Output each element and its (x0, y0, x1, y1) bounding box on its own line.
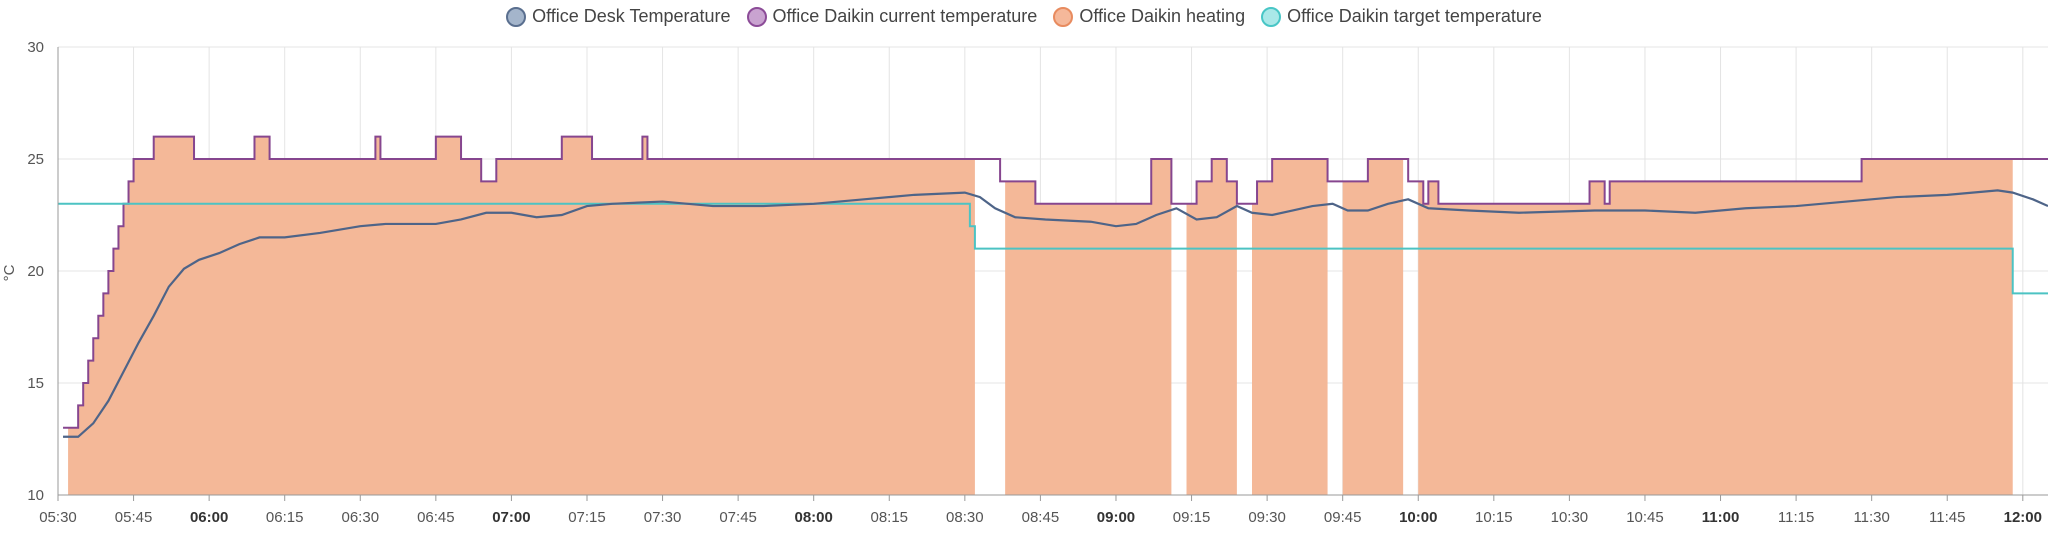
x-tick-label: 07:00 (492, 509, 530, 526)
x-tick-label: 08:30 (946, 509, 984, 526)
y-tick-label: 10 (27, 487, 44, 504)
x-tick-label: 08:15 (870, 509, 908, 526)
x-tick-label: 05:45 (115, 509, 153, 526)
legend-swatch-desk (506, 6, 527, 27)
x-axis: 05:30 05:45 06:00 06:15 06:30 06:45 07:00 07:15… (39, 494, 2048, 526)
x-tick-label: 06:30 (342, 509, 380, 526)
legend-label-heating: Office Daikin heating (1079, 6, 1246, 26)
chart-legend: Office Desk Temperature Office Daikin cu… (0, 6, 2048, 27)
x-tick-label: 11:15 (1778, 509, 1814, 526)
x-tick-label: 12:00 (2004, 509, 2042, 526)
heating-band (1005, 159, 1172, 495)
x-tick-label: 08:45 (1022, 509, 1060, 526)
heating-bands (68, 136, 2013, 495)
x-tick-label: 11:30 (1853, 509, 1889, 526)
x-tick-label: 06:45 (417, 509, 455, 526)
x-tick-label: 10:30 (1551, 509, 1589, 526)
heating-band (1418, 159, 2013, 495)
x-tick-label: 10:00 (1399, 509, 1437, 526)
series-line-office-daikin-target-temperature (58, 202, 2048, 295)
heating-band (1186, 159, 1237, 495)
x-tick-label: 06:00 (190, 509, 228, 526)
x-tick-label: 09:45 (1324, 509, 1362, 526)
legend-label-desk: Office Desk Temperature (532, 6, 731, 26)
series-line-office-daikin-current-temperature (63, 135, 2048, 429)
x-tick-label: 11:45 (1929, 509, 1965, 526)
legend-swatch-target (1261, 6, 1282, 27)
heating-band (1342, 159, 1404, 495)
y-axis: 10 15 20 25 30 (27, 39, 59, 504)
legend-swatch-heating (1053, 6, 1074, 27)
x-tick-label: 09:00 (1097, 509, 1135, 526)
x-tick-label: 09:15 (1173, 509, 1211, 526)
y-tick-label: 20 (27, 263, 44, 280)
heating-band (1252, 159, 1328, 495)
series-line-office-desk-temperature (63, 189, 2048, 438)
x-tick-label: 11:00 (1702, 509, 1740, 526)
legend-item-desk-temperature[interactable]: Office Desk Temperature (506, 6, 731, 27)
x-tick-label: 07:15 (568, 509, 606, 526)
legend-item-daikin-heating[interactable]: Office Daikin heating (1053, 6, 1245, 27)
legend-label-current: Office Daikin current temperature (772, 6, 1038, 26)
x-tick-label: 06:15 (266, 509, 304, 526)
x-tick-label: 10:15 (1475, 509, 1513, 526)
y-axis-label: °C (1, 264, 18, 281)
y-tick-label: 25 (27, 151, 44, 168)
legend-swatch-current (746, 6, 767, 27)
x-tick-label: 07:30 (644, 509, 682, 526)
legend-label-target: Office Daikin target temperature (1287, 6, 1542, 26)
x-tick-label: 08:00 (795, 509, 833, 526)
heating-band (68, 136, 975, 495)
x-tick-label: 07:45 (719, 509, 757, 526)
x-tick-label: 10:45 (1626, 509, 1664, 526)
series-lines (58, 135, 2048, 438)
x-tick-label: 05:30 (39, 509, 77, 526)
legend-item-daikin-current[interactable]: Office Daikin current temperature (746, 6, 1038, 27)
legend-item-daikin-target[interactable]: Office Daikin target temperature (1261, 6, 1542, 27)
x-tick-label: 09:30 (1248, 509, 1286, 526)
y-tick-label: 15 (27, 375, 44, 392)
y-tick-label: 30 (27, 39, 44, 56)
